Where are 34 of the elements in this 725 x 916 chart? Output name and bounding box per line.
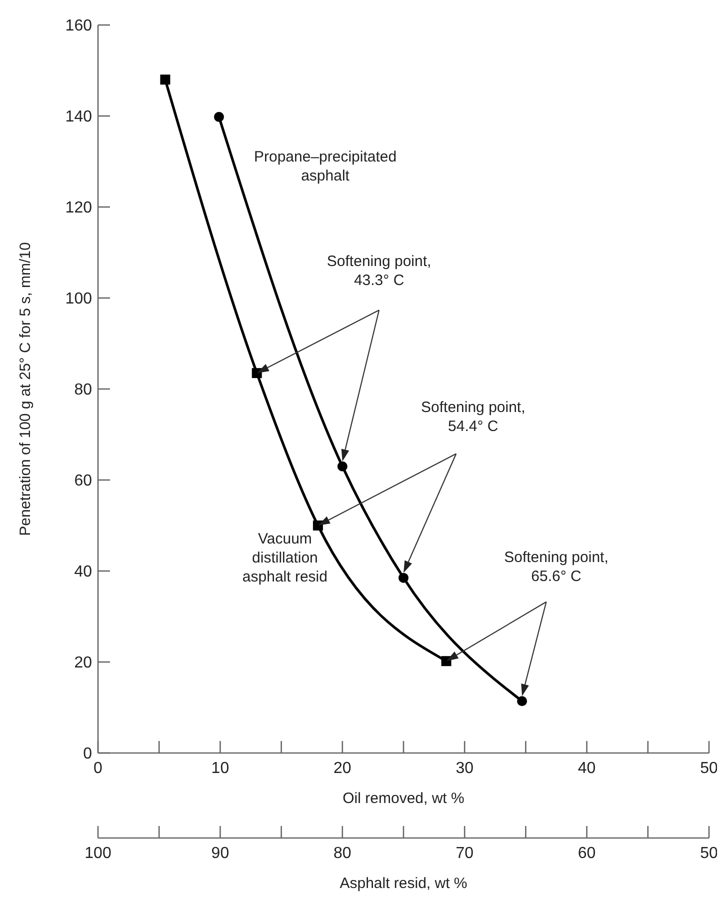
x2-tick-label: 60 — [578, 845, 596, 862]
point — [214, 112, 224, 122]
series-label: Propane–precipitated asphalt — [254, 148, 397, 184]
annotation: Softening point, 43.3° C — [326, 253, 432, 290]
y-axis-title: Penetration of 100 g at 25° C for 5 s, mm/10 — [17, 242, 34, 536]
series-label: Vacuum distillation asphalt resid — [242, 530, 328, 586]
y-tick-label: 40 — [74, 564, 92, 581]
x2-tick-label: 90 — [211, 845, 230, 862]
x-axis-title: Oil removed, wt % — [342, 790, 464, 807]
point — [160, 74, 170, 85]
x2-tick-label: 70 — [456, 845, 474, 862]
point — [517, 696, 528, 706]
x2-axis-title: Asphalt resid, wt % — [340, 875, 468, 892]
x2-tick-label: 100 — [84, 845, 112, 862]
x-tick-label: 20 — [334, 760, 352, 777]
y-tick-label: 160 — [65, 18, 92, 35]
x-tick-label: 40 — [578, 760, 596, 777]
x-tick-label: 10 — [211, 760, 230, 777]
y-tick-label: 60 — [74, 472, 92, 490]
annotation: Softening point, 65.6° C — [504, 548, 608, 585]
y-tick-label: 120 — [65, 200, 92, 217]
y-tick-label: 100 — [65, 290, 92, 308]
x2-tick-label: 50 — [700, 845, 718, 862]
annotation: Softening point, 54.4° C — [421, 398, 526, 435]
x-tick-label: 0 — [94, 760, 103, 777]
y-tick-label: 80 — [74, 382, 92, 399]
point — [337, 461, 348, 472]
x2-tick-label: 80 — [334, 845, 352, 862]
point — [398, 572, 408, 583]
y-tick-label: 0 — [83, 746, 92, 763]
x-tick-label: 30 — [456, 760, 474, 777]
y-tick-label: 140 — [65, 108, 92, 126]
y-tick-label: 20 — [74, 654, 92, 672]
x-tick-label: 50 — [700, 760, 718, 777]
